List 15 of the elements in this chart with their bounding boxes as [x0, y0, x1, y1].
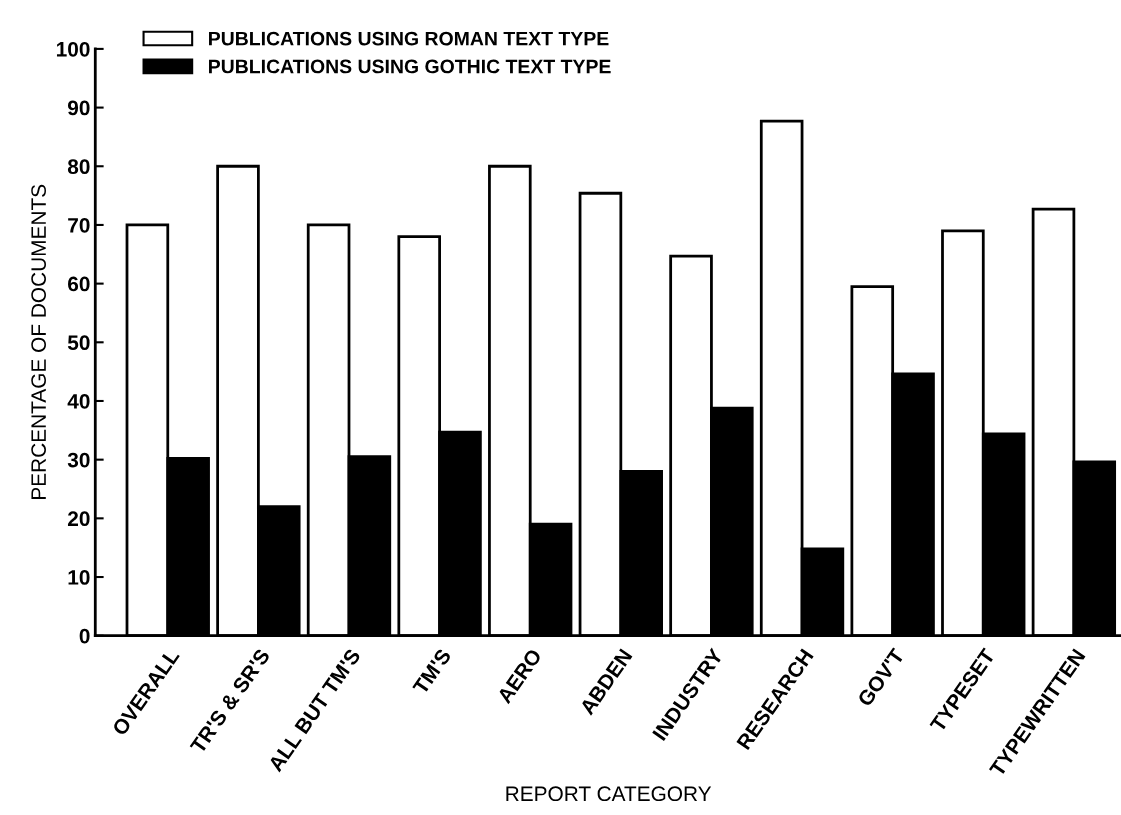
y-tick-label: 0 — [79, 628, 90, 644]
y-tick-label: 20 — [67, 511, 90, 527]
y-tick-label: 100 — [56, 41, 90, 57]
y-axis-title: PERCENTAGE OF DOCUMENTS — [31, 184, 46, 499]
y-tick-label: 50 — [67, 335, 90, 351]
y-tick-label: 70 — [68, 217, 90, 233]
y-tick-label: 90 — [67, 100, 90, 116]
x-axis-title: REPORT CATEGORY — [506, 786, 712, 802]
y-tick-label: 30 — [67, 452, 90, 468]
y-tick-label: 10 — [68, 570, 90, 585]
y-tick-label: 40 — [67, 393, 90, 409]
y-tick-label: 80 — [67, 159, 90, 175]
legend-label: PUBLICATIONS USING ROMAN TEXT TYPE — [209, 31, 609, 46]
y-tick-label: 60 — [68, 276, 90, 292]
legend-label: PUBLICATIONS USING GOTHIC TEXT TYPE — [209, 59, 611, 74]
